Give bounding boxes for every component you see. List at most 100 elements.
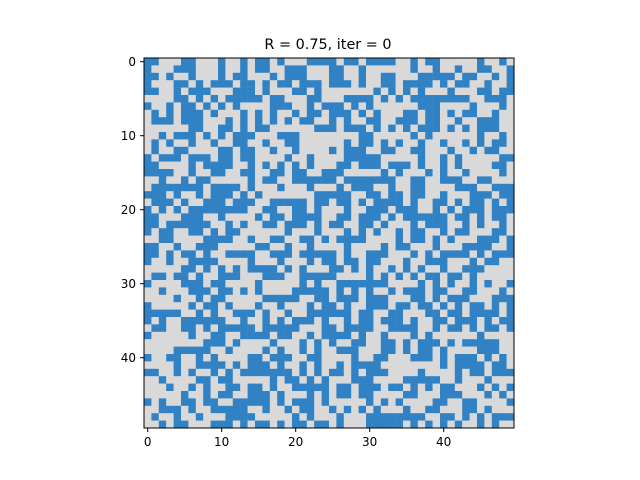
heatmap-cell <box>277 161 285 170</box>
heatmap-cell <box>403 154 411 162</box>
heatmap-cell <box>417 80 426 88</box>
heatmap-cell <box>358 109 367 118</box>
heatmap-cell <box>432 169 441 177</box>
heatmap-cell <box>417 368 426 377</box>
heatmap-cell <box>292 213 300 222</box>
heatmap-cell <box>410 146 419 155</box>
heatmap-cell <box>454 161 463 170</box>
heatmap-cell <box>380 250 389 259</box>
heatmap-cell <box>255 176 263 185</box>
heatmap-cell <box>343 220 352 229</box>
heatmap-cell <box>225 339 234 347</box>
heatmap-cell <box>373 398 382 407</box>
heatmap-cell <box>395 65 404 74</box>
heatmap-cell <box>306 413 315 421</box>
heatmap-cell <box>195 391 204 399</box>
heatmap-cell <box>506 235 515 244</box>
heatmap-cell <box>491 294 500 303</box>
heatmap-cell <box>477 346 485 355</box>
heatmap-cell <box>336 109 345 118</box>
heatmap-cell <box>269 361 278 370</box>
heatmap-cell <box>314 420 322 429</box>
heatmap-cell <box>454 250 463 259</box>
heatmap-cell <box>240 102 248 111</box>
heatmap-cell <box>158 383 167 392</box>
heatmap-cell <box>469 354 478 362</box>
heatmap-cell <box>417 161 426 170</box>
heatmap-cell <box>277 169 285 177</box>
heatmap-cell <box>469 361 478 370</box>
heatmap-cell <box>225 109 234 118</box>
heatmap-cell <box>329 139 337 148</box>
heatmap-cell <box>262 191 271 199</box>
heatmap-cell <box>225 124 234 133</box>
heatmap-cell <box>277 317 285 325</box>
heatmap-cell <box>203 80 211 88</box>
heatmap-cell <box>158 368 167 377</box>
heatmap-cell <box>195 154 204 162</box>
heatmap-cell <box>395 398 404 407</box>
heatmap-cell <box>440 413 448 421</box>
heatmap-cell <box>358 87 367 96</box>
heatmap-cell <box>403 339 411 347</box>
heatmap-cell <box>454 420 463 429</box>
heatmap-cell <box>454 391 463 399</box>
heatmap-cell <box>188 420 197 429</box>
heatmap-cell <box>358 272 367 281</box>
heatmap-cell <box>166 109 174 118</box>
heatmap-cell <box>277 294 285 303</box>
heatmap-cell <box>395 220 404 229</box>
heatmap-cell <box>144 346 152 355</box>
heatmap-cell <box>195 146 204 155</box>
heatmap-cell <box>454 58 463 66</box>
heatmap-cell <box>240 235 248 244</box>
heatmap-cell <box>166 324 174 333</box>
heatmap-cell <box>432 176 441 185</box>
heatmap-cell <box>477 139 485 148</box>
heatmap-cell <box>462 383 470 392</box>
heatmap-cell <box>388 331 396 340</box>
heatmap-cell <box>358 287 367 296</box>
heatmap-cell <box>410 420 419 429</box>
heatmap-cell <box>181 309 189 318</box>
heatmap-cell <box>380 235 389 244</box>
heatmap-cell <box>247 339 256 347</box>
heatmap-cell <box>321 154 330 162</box>
heatmap-cell <box>225 176 234 185</box>
heatmap-cell <box>158 191 167 199</box>
heatmap-cell <box>232 280 241 288</box>
heatmap-cell <box>188 272 197 281</box>
heatmap-cell <box>166 161 174 170</box>
heatmap-cell <box>454 146 463 155</box>
heatmap-cell <box>491 154 500 162</box>
heatmap-cell <box>329 198 337 207</box>
heatmap-cell <box>292 235 300 244</box>
heatmap-cell <box>388 317 396 325</box>
heatmap-cell <box>166 72 174 81</box>
heatmap-cell <box>432 132 441 140</box>
heatmap-cell <box>432 354 441 362</box>
heatmap-cell <box>373 80 382 88</box>
heatmap-cell <box>491 317 500 325</box>
heatmap-cell <box>380 324 389 333</box>
heatmap-cell <box>388 220 396 229</box>
heatmap-cell <box>306 80 315 88</box>
heatmap-cell <box>380 420 389 429</box>
heatmap-cell <box>366 198 374 207</box>
heatmap-cell <box>247 302 256 310</box>
heatmap-cell <box>284 139 293 148</box>
heatmap-cell <box>314 257 322 266</box>
heatmap-cell <box>499 280 507 288</box>
heatmap-cell <box>477 183 485 192</box>
heatmap-cell <box>292 169 300 177</box>
heatmap-cell <box>166 420 174 429</box>
heatmap-cell <box>314 65 322 74</box>
heatmap-cell <box>321 265 330 273</box>
heatmap-cell <box>255 376 263 384</box>
heatmap-cell <box>366 287 374 296</box>
heatmap-cell <box>432 413 441 421</box>
heatmap-cell <box>469 339 478 347</box>
heatmap-cell <box>454 405 463 414</box>
heatmap-cell <box>306 354 315 362</box>
heatmap-cell <box>299 87 308 96</box>
